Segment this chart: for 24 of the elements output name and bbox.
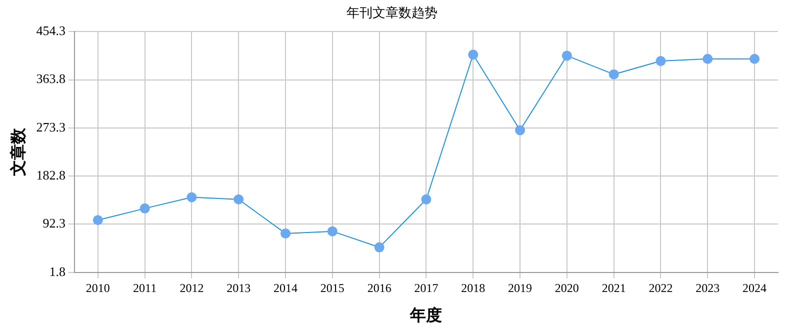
x-tick-label: 2018 <box>461 280 486 295</box>
x-tick-label: 2016 <box>367 280 392 295</box>
x-tick-label: 2022 <box>648 280 673 295</box>
y-tick-label: 273.3 <box>36 119 66 134</box>
x-tick-label: 2019 <box>508 280 532 295</box>
x-tick-label: 2013 <box>226 280 251 295</box>
y-tick-label: 454.3 <box>36 23 66 38</box>
x-tick-label: 2021 <box>602 280 626 295</box>
y-tick-label: 1.8 <box>49 264 66 279</box>
x-tick-label: 2017 <box>414 280 438 295</box>
x-tick-label: 2014 <box>274 280 298 295</box>
x-tick-label: 2015 <box>320 280 344 295</box>
x-tick-label: 2011 <box>133 280 157 295</box>
y-tick-label: 182.8 <box>36 168 66 182</box>
y-tick-label: 92.3 <box>42 216 66 231</box>
x-axis-title: 年度 <box>409 306 442 325</box>
y-tick-label: 363.8 <box>36 71 66 86</box>
x-tick-label: 2010 <box>86 280 110 295</box>
x-tick-label: 2023 <box>696 280 720 295</box>
y-axis-title: 文章数 <box>10 127 28 177</box>
chart-title: 年刊文章数趋势 <box>346 5 438 20</box>
x-tick-label: 2020 <box>554 280 579 295</box>
x-tick-label: 2012 <box>180 280 204 295</box>
x-tick-label: 2024 <box>742 280 767 295</box>
